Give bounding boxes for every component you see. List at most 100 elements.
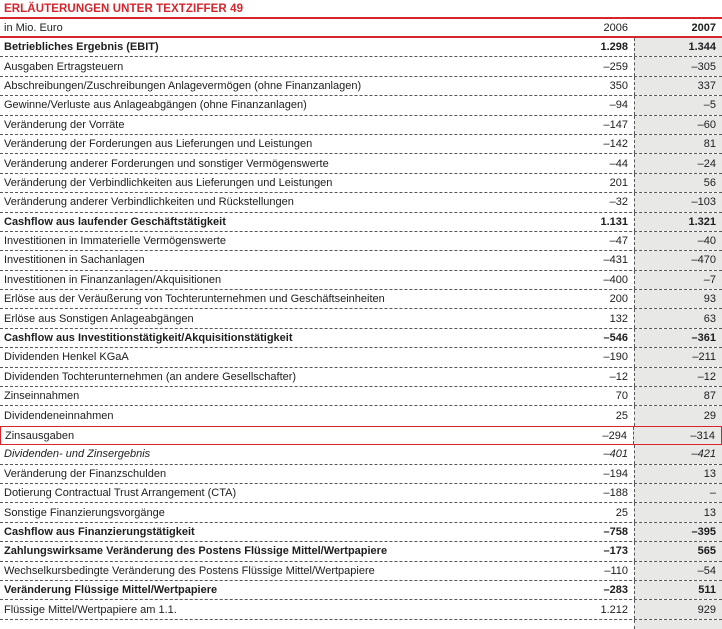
table-row: Cashflow aus Finanzierungstätigkeit –758… bbox=[0, 522, 722, 543]
row-value-2007: –24 bbox=[634, 154, 722, 173]
row-value-2006: –188 bbox=[603, 487, 628, 500]
row-value-2006: 1.131 bbox=[600, 215, 628, 228]
row-value-2006: –147 bbox=[603, 118, 628, 131]
row-label: Veränderung anderer Verbindlichkeiten un… bbox=[4, 196, 294, 209]
row-value-2007: 93 bbox=[634, 290, 722, 309]
table-row: Betriebliches Ergebnis (EBIT) 1.298 1.34… bbox=[0, 38, 722, 58]
bottom-strip-gray-column bbox=[634, 619, 722, 629]
table-row: Abschreibungen/Zuschreibungen Anlageverm… bbox=[0, 76, 722, 97]
row-value-2006: 350 bbox=[609, 79, 628, 92]
table-row: Veränderung der Verbindlichkeiten aus Li… bbox=[0, 173, 722, 194]
row-label: Veränderung der Vorräte bbox=[4, 118, 125, 131]
row-value-2007: –470 bbox=[634, 251, 722, 270]
row-label: Erlöse aus Sonstigen Anlageabgängen bbox=[4, 312, 194, 325]
row-value-2007: 1.344 bbox=[634, 38, 722, 57]
row-label: Erlöse aus der Veräußerung von Tochterun… bbox=[4, 293, 385, 306]
row-label: Betriebliches Ergebnis (EBIT) bbox=[4, 41, 159, 54]
row-label: Investitionen in Finanzanlagen/Akquisiti… bbox=[4, 273, 222, 286]
row-value-2006: 70 bbox=[615, 390, 628, 403]
row-value-2006: –94 bbox=[609, 99, 628, 112]
row-value-2006: 200 bbox=[609, 293, 628, 306]
table-row: Dividenden Tochterunternehmen (an andere… bbox=[0, 367, 722, 388]
row-value-2006: –546 bbox=[603, 332, 628, 345]
row-label: Veränderung der Verbindlichkeiten aus Li… bbox=[4, 176, 333, 189]
table-row: Investitionen in Finanzanlagen/Akquisiti… bbox=[0, 270, 722, 291]
row-value-2007: –7 bbox=[634, 270, 722, 290]
row-label: Ausgaben Ertragsteuern bbox=[4, 60, 124, 73]
row-value-2006: 132 bbox=[609, 312, 628, 325]
bottom-strip-spacer bbox=[0, 620, 634, 629]
row-label: Wechselkursbedingte Veränderung des Post… bbox=[4, 564, 375, 577]
row-value-2006: –32 bbox=[609, 196, 628, 209]
table-row: Veränderung Flüssige Mittel/Wertpapiere … bbox=[0, 580, 722, 601]
row-value-2007: 511 bbox=[634, 580, 722, 600]
row-value-2007: –60 bbox=[634, 115, 722, 134]
row-value-2007: 63 bbox=[634, 309, 722, 328]
table-row: Erlöse aus der Veräußerung von Tochterun… bbox=[0, 290, 722, 310]
row-value-2007: 87 bbox=[634, 387, 722, 406]
row-value-2007: 81 bbox=[634, 134, 722, 154]
row-value-2006: –431 bbox=[603, 254, 628, 267]
row-label: Gewinne/Verluste aus Anlageabgängen (ohn… bbox=[4, 99, 307, 112]
table-row: Zinsausgaben –294 –314 bbox=[0, 425, 722, 446]
table-bottom-strip bbox=[0, 619, 722, 629]
table-row: Erlöse aus Sonstigen Anlageabgängen 132 … bbox=[0, 309, 722, 329]
row-label: Veränderung anderer Forderungen und sons… bbox=[4, 157, 329, 170]
table-row: Veränderung der Forderungen aus Lieferun… bbox=[0, 134, 722, 155]
row-label: Sonstige Finanzierungsvorgänge bbox=[4, 506, 165, 519]
row-value-2007: –361 bbox=[634, 328, 722, 348]
row-value-2007: –54 bbox=[634, 561, 722, 580]
row-label: Cashflow aus Finanzierungstätigkeit bbox=[4, 525, 195, 538]
row-value-2006: 201 bbox=[609, 176, 628, 189]
table-header-row: in Mio. Euro 2006 2007 bbox=[0, 19, 722, 38]
table-row: Cashflow aus laufender Geschäftstätigkei… bbox=[0, 212, 722, 232]
table-row: Flüssige Mittel/Wertpapiere am 1.1. 1.21… bbox=[0, 600, 722, 620]
row-value-2006: 25 bbox=[615, 410, 628, 423]
row-value-2007: –12 bbox=[634, 367, 722, 387]
row-label: Flüssige Mittel/Wertpapiere am 1.1. bbox=[4, 603, 177, 616]
row-value-2007: –103 bbox=[634, 193, 722, 212]
row-value-2006: –400 bbox=[603, 273, 628, 286]
table-row: Investitionen in Immaterielle Vermögensw… bbox=[0, 231, 722, 252]
row-value-2007: –314 bbox=[633, 426, 721, 445]
table-row: Wechselkursbedingte Veränderung des Post… bbox=[0, 561, 722, 581]
table-row: Dividenden Henkel KGaA –190 –211 bbox=[0, 348, 722, 368]
row-value-2007: –211 bbox=[634, 348, 722, 367]
row-value-2006: –142 bbox=[603, 138, 628, 151]
row-value-2006: –173 bbox=[603, 545, 628, 558]
row-value-2007: 1.321 bbox=[634, 212, 722, 231]
row-value-2007: 337 bbox=[634, 76, 722, 96]
table-row: Zahlungswirksame Veränderung des Postens… bbox=[0, 542, 722, 562]
row-label: Cashflow aus laufender Geschäftstätigkei… bbox=[4, 215, 226, 228]
table-row: Veränderung der Finanzschulden –194 13 bbox=[0, 464, 722, 484]
row-value-2007: –5 bbox=[634, 96, 722, 115]
row-value-2006: –12 bbox=[609, 370, 628, 383]
row-value-2007: –421 bbox=[634, 445, 722, 464]
row-label: Dividendeneinnahmen bbox=[4, 410, 114, 423]
row-value-2007: 13 bbox=[634, 503, 722, 522]
row-value-2006: –110 bbox=[604, 564, 628, 577]
unit-label: in Mio. Euro bbox=[4, 21, 63, 34]
row-value-2007: 929 bbox=[634, 600, 722, 619]
row-label: Dividenden- und Zinsergebnis bbox=[4, 448, 151, 461]
table-row: Veränderung anderer Forderungen und sons… bbox=[0, 154, 722, 174]
column-header-2007: 2007 bbox=[691, 21, 716, 34]
table-row: Veränderung anderer Verbindlichkeiten un… bbox=[0, 193, 722, 213]
row-value-2007: –395 bbox=[634, 522, 722, 542]
row-value-2007: 565 bbox=[634, 542, 722, 561]
row-value-2006: –283 bbox=[603, 584, 628, 597]
row-value-2006: –44 bbox=[609, 157, 628, 170]
row-value-2006: –47 bbox=[609, 235, 628, 248]
column-header-2006: 2006 bbox=[603, 21, 628, 34]
row-label: Dividenden Tochterunternehmen (an andere… bbox=[4, 370, 297, 383]
row-value-2007: – bbox=[634, 483, 722, 503]
table-row: Dividenden- und Zinsergebnis –401 –421 bbox=[0, 445, 722, 465]
row-value-2007: –305 bbox=[634, 57, 722, 76]
row-label: Abschreibungen/Zuschreibungen Anlageverm… bbox=[4, 79, 362, 92]
table-row: Cashflow aus Investitionstätigkeit/Akqui… bbox=[0, 328, 722, 349]
table-body: Betriebliches Ergebnis (EBIT) 1.298 1.34… bbox=[0, 38, 722, 620]
row-label: Veränderung der Finanzschulden bbox=[4, 467, 167, 480]
table-row: Veränderung der Vorräte –147 –60 bbox=[0, 115, 722, 135]
row-value-2006: 1.298 bbox=[600, 41, 628, 54]
